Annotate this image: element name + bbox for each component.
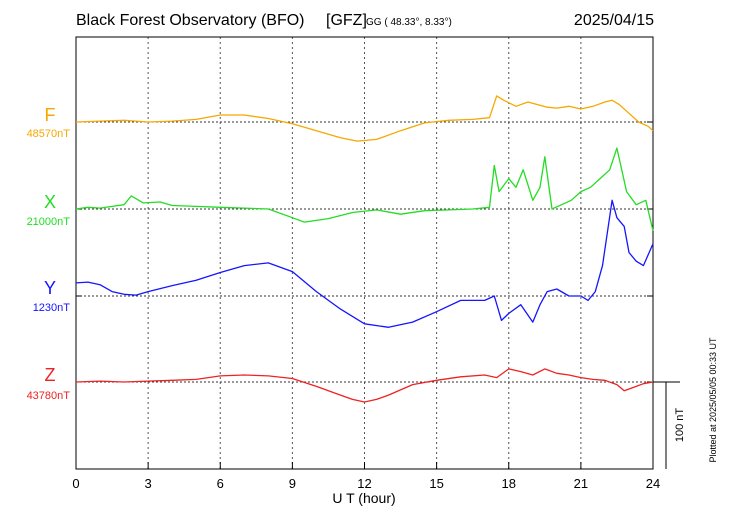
series-name-f: F: [45, 105, 56, 125]
series-name-z: Z: [45, 365, 56, 385]
series-labels: F 48570nT X 21000nT Y 1230nT Z 43780nT: [27, 105, 71, 402]
chart-coords-label: GG ( 48.33°, 8.33°): [366, 17, 452, 28]
series-lines: [75, 95, 654, 403]
scale-bar: 100 nT: [653, 381, 686, 469]
chart-date: 2025/04/15: [574, 12, 654, 29]
series-baseline-x: 21000nT: [27, 216, 71, 228]
x-tick-label: 0: [72, 476, 79, 491]
x-tick-label: 15: [429, 476, 443, 491]
series-line-f: [75, 95, 654, 142]
x-tick-label: 18: [502, 476, 516, 491]
series-baseline-y: 1230nT: [33, 302, 71, 314]
grid: [147, 37, 582, 469]
x-tick-label: 24: [646, 476, 660, 491]
series-name-x: X: [44, 192, 56, 212]
x-tick-label: 21: [574, 476, 588, 491]
series-baseline-f: 48570nT: [27, 128, 71, 140]
series-baseline-z: 43780nT: [27, 390, 71, 402]
series-line-z: [75, 368, 654, 403]
plotted-note: Plotted at 2025/05/05 00:33 UT: [708, 337, 718, 463]
x-axis-label: U T (hour): [332, 490, 395, 506]
x-tick-label: 6: [217, 476, 224, 491]
scale-bar-label: 100 nT: [674, 408, 686, 443]
chart-title: Black Forest Observatory (BFO): [76, 12, 305, 29]
x-tick-label: 12: [357, 476, 371, 491]
x-tick-label: 3: [145, 476, 152, 491]
x-tick-label: 9: [289, 476, 296, 491]
series-name-y: Y: [44, 278, 56, 298]
x-ticks: 0 3 6 9 12 15 18 21 24: [72, 462, 660, 491]
series-line-y: [75, 199, 654, 328]
chart-title-tag: [GFZ]: [326, 12, 367, 29]
series-line-x: [75, 147, 654, 231]
